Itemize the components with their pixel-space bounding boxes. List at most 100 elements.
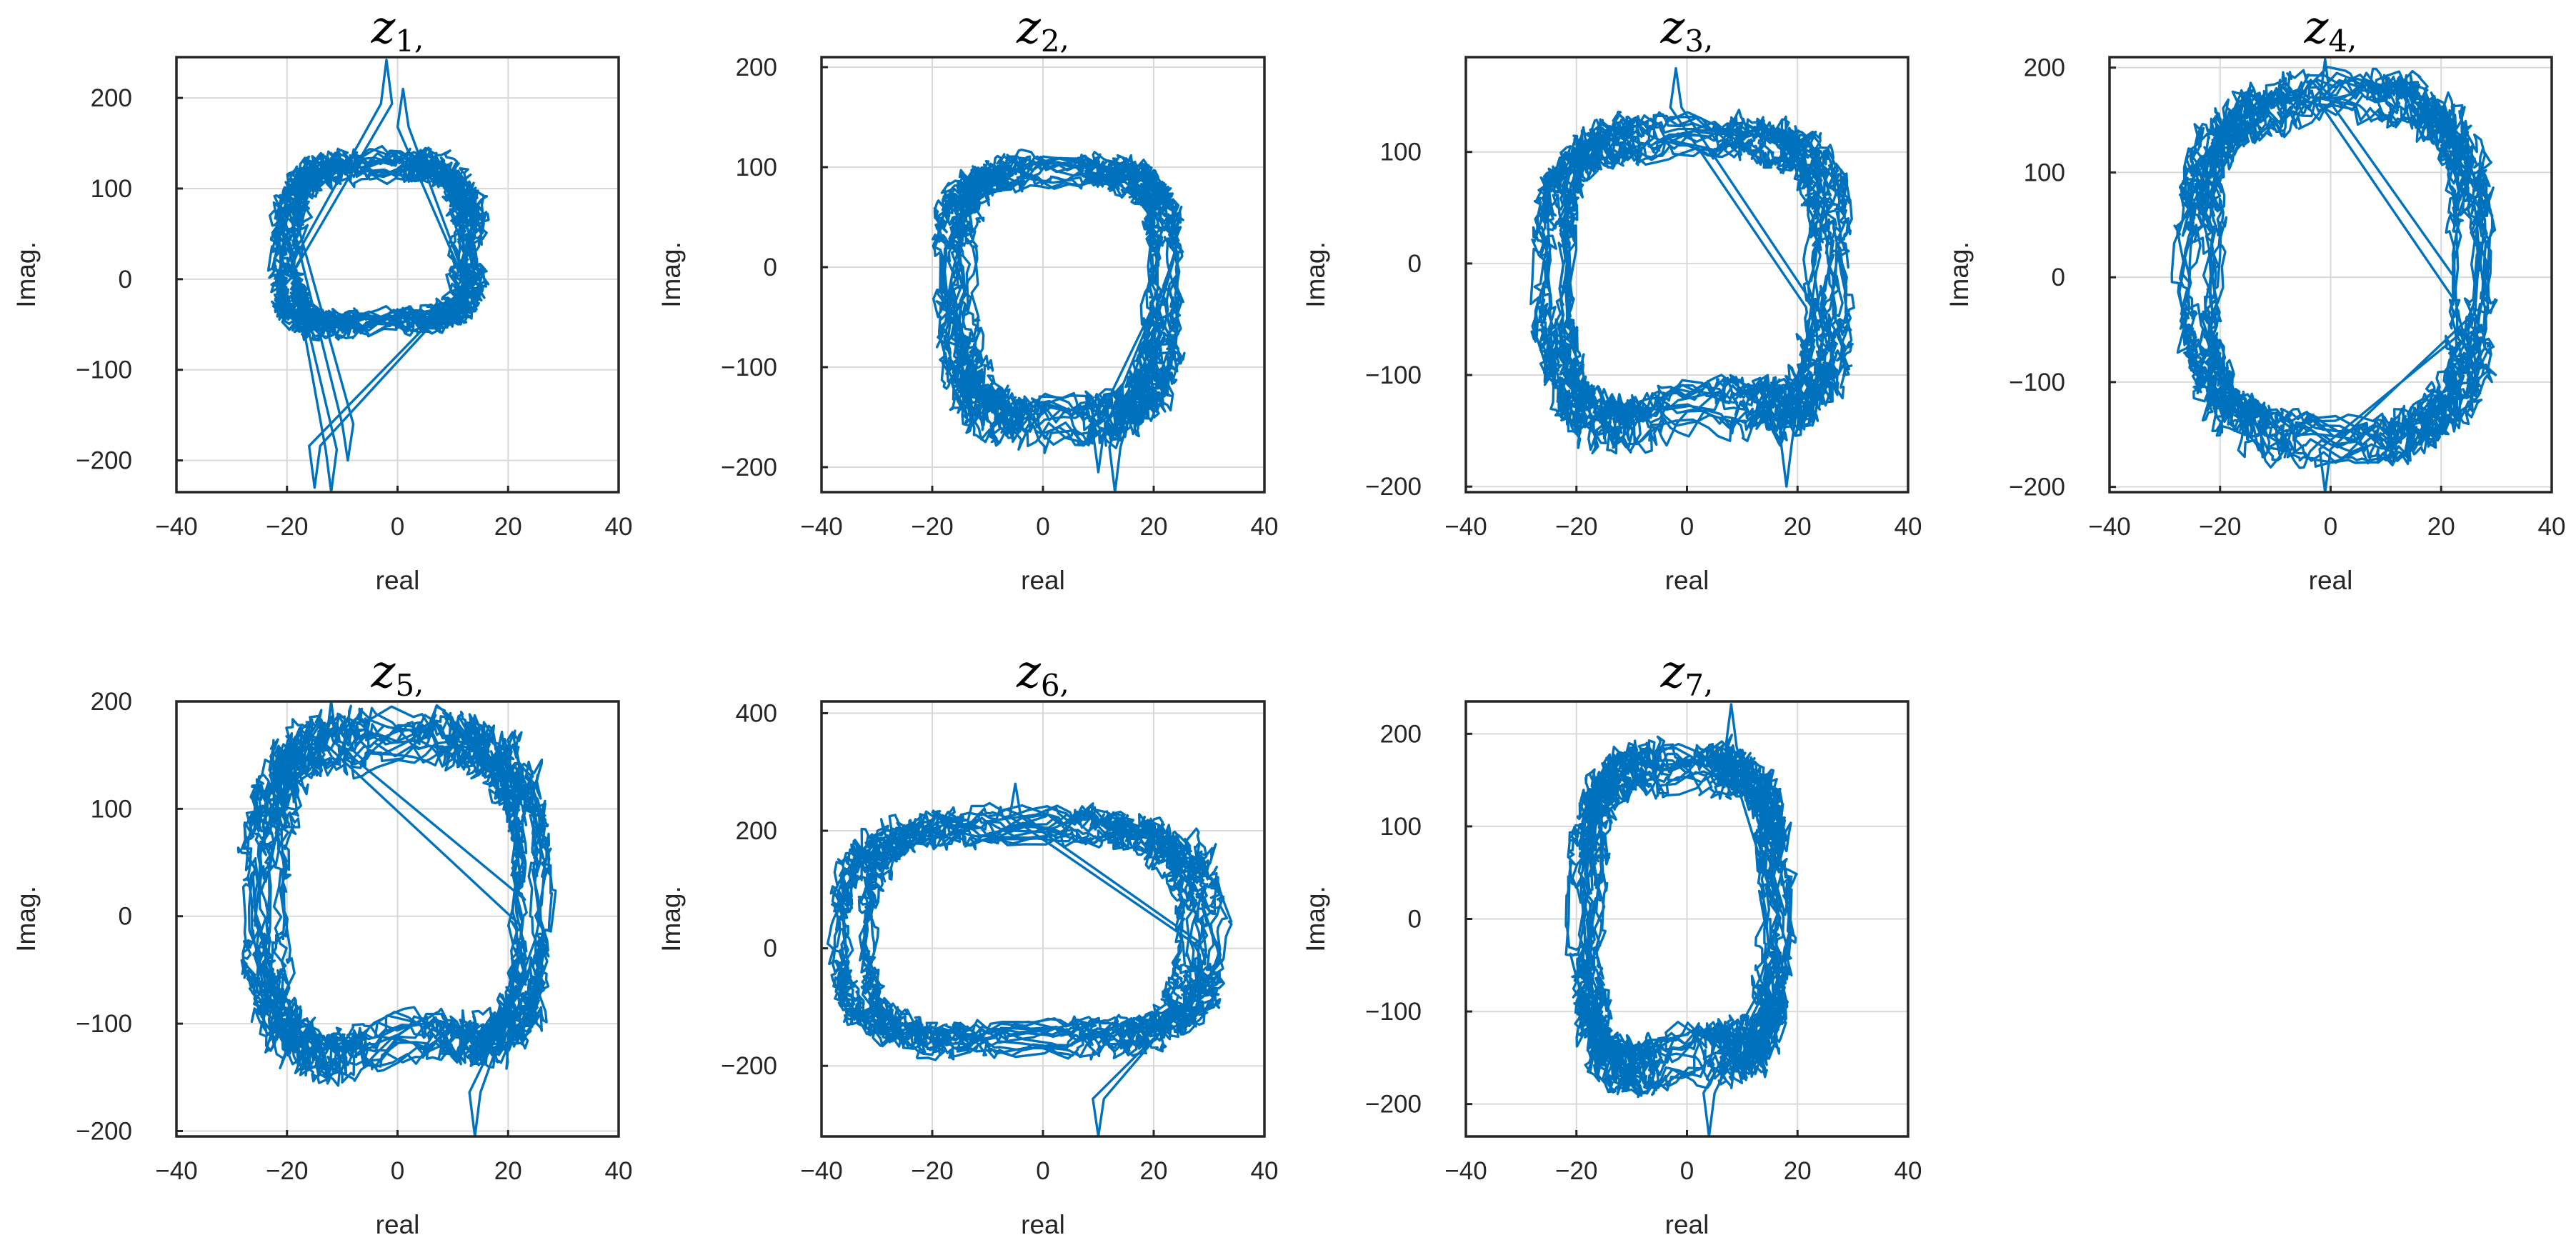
x-tick-label: −40 (155, 513, 197, 541)
trace-group (931, 148, 1186, 492)
x-tick-label: 20 (1784, 1157, 1812, 1185)
x-tick-label: 0 (391, 1157, 404, 1185)
trace-group (826, 782, 1233, 1136)
y-tick-label: −200 (76, 447, 132, 475)
series-line-1 (931, 148, 1186, 492)
y-tick-label: 100 (1380, 139, 1422, 166)
y-tick-label: 100 (736, 154, 777, 181)
x-tick-label: 20 (1140, 513, 1168, 541)
x-tick-label: 20 (2427, 513, 2455, 541)
x-tick-label: −20 (2199, 513, 2241, 541)
y-tick-label: −100 (76, 356, 132, 384)
series-line-1 (236, 701, 557, 1136)
panel-title: z1, (371, 1, 424, 59)
x-tick-label: 0 (1036, 1157, 1049, 1185)
y-tick-label: 0 (119, 903, 132, 931)
y-tick-label: 100 (91, 795, 132, 823)
y-tick-label: 200 (736, 54, 777, 81)
y-tick-label: −200 (1365, 1091, 1422, 1119)
y-tick-label: 200 (2024, 54, 2065, 82)
x-axis-label: real (1021, 566, 1065, 595)
y-tick-label: −200 (721, 1052, 777, 1080)
x-tick-label: 20 (1784, 513, 1812, 541)
y-axis-label: Imag. (1945, 241, 1974, 308)
series-line-1 (1564, 703, 1798, 1136)
y-tick-label: −200 (2009, 474, 2065, 501)
y-tick-label: 400 (736, 699, 777, 727)
trace-group (2170, 58, 2498, 492)
x-axis-label: real (1021, 1210, 1065, 1239)
panel-title: z6, (1016, 646, 1069, 703)
y-axis-label: Imag. (11, 886, 41, 952)
y-tick-label: −100 (1365, 998, 1422, 1026)
x-tick-label: −40 (800, 1157, 842, 1185)
x-tick-label: 0 (1036, 513, 1049, 541)
panel-title: z3, (1660, 1, 1714, 59)
x-tick-label: 40 (1251, 1157, 1279, 1185)
y-tick-label: −100 (1365, 361, 1422, 389)
x-tick-label: −20 (266, 513, 308, 541)
panel-title: z2, (1016, 1, 1069, 59)
x-tick-label: 40 (605, 513, 633, 541)
y-tick-label: 200 (91, 688, 132, 716)
trace-group (236, 701, 557, 1136)
y-tick-label: 0 (1408, 906, 1422, 934)
y-tick-label: −100 (76, 1010, 132, 1038)
x-tick-label: −40 (155, 1157, 197, 1185)
trace-group (1529, 66, 1855, 488)
x-tick-label: −20 (911, 513, 953, 541)
y-tick-label: 0 (1408, 250, 1422, 278)
y-tick-label: 100 (1380, 813, 1422, 841)
y-axis-label: Imag. (657, 241, 686, 308)
x-axis-label: real (1665, 566, 1709, 595)
series-line-1 (1529, 66, 1855, 488)
x-tick-label: −20 (266, 1157, 308, 1185)
series-line-1 (2170, 58, 2498, 492)
x-tick-label: 0 (2324, 513, 2337, 541)
y-axis-label: Imag. (657, 886, 686, 952)
x-axis-label: real (376, 566, 420, 595)
y-tick-label: −100 (2009, 369, 2065, 396)
y-axis-label: Imag. (1301, 241, 1330, 308)
x-tick-label: 0 (1680, 513, 1694, 541)
y-axis-label: Imag. (1301, 886, 1330, 952)
x-tick-label: −40 (2088, 513, 2130, 541)
y-tick-label: −200 (76, 1117, 132, 1145)
panel-title: z4, (2304, 1, 2357, 59)
x-tick-label: 40 (605, 1157, 633, 1185)
x-tick-label: 20 (1140, 1157, 1168, 1185)
x-tick-label: 0 (1680, 1157, 1694, 1185)
y-tick-label: 200 (736, 817, 777, 845)
y-tick-label: 100 (91, 175, 132, 203)
x-tick-label: −20 (1555, 1157, 1597, 1185)
y-tick-label: 0 (119, 266, 132, 294)
x-tick-label: 40 (1894, 1157, 1922, 1185)
y-axis-label: Imag. (11, 241, 41, 308)
x-axis-label: real (1665, 1210, 1709, 1239)
trace-group (266, 59, 490, 492)
series-line-1 (826, 782, 1233, 1136)
y-tick-label: 0 (764, 254, 777, 281)
x-tick-label: −40 (1444, 513, 1487, 541)
x-tick-label: 40 (2538, 513, 2566, 541)
x-tick-label: −20 (911, 1157, 953, 1185)
x-tick-label: −20 (1555, 513, 1597, 541)
panel-title: z7, (1660, 646, 1714, 703)
y-tick-label: −200 (721, 454, 777, 481)
y-tick-label: −200 (1365, 473, 1422, 501)
y-tick-label: 0 (2052, 264, 2065, 291)
series-line-1 (266, 59, 490, 492)
y-tick-label: 200 (1380, 720, 1422, 748)
x-axis-label: real (2309, 566, 2353, 595)
panel-title: z5, (371, 646, 424, 703)
y-tick-label: −100 (721, 354, 777, 381)
trace-group (1564, 703, 1798, 1136)
